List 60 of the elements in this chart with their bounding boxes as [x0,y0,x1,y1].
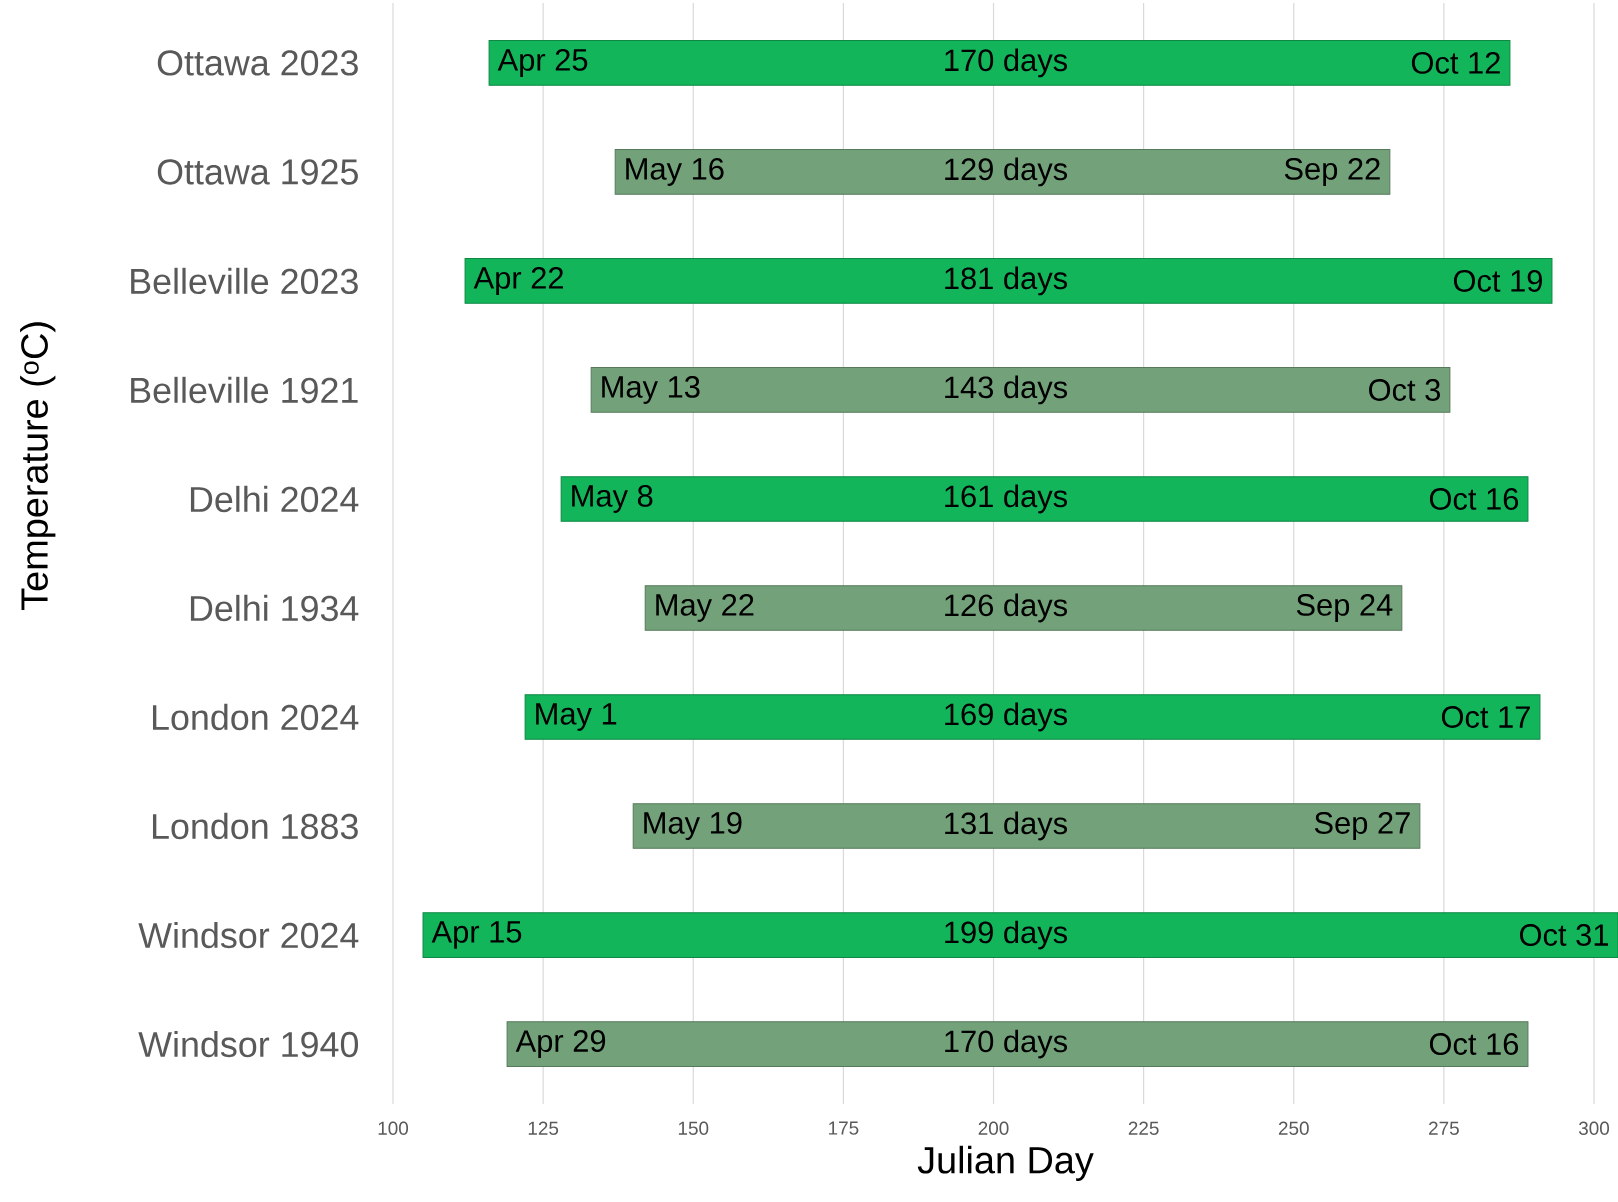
x-tick-label: 125 [528,1121,559,1135]
data-label: 181 days [945,266,1068,296]
annotation: May 22 [656,594,754,622]
annotation: May 19 [644,812,742,841]
x-tick-label: 175 [829,1121,859,1135]
x-tick-label: 275 [1429,1121,1459,1135]
x-tick-label: 225 [1128,1121,1159,1135]
bar [614,149,1391,195]
x-tick-label: 100 [378,1121,409,1135]
annotation: Apr 29 [515,1030,606,1059]
x-tick-label: 250 [1278,1121,1309,1135]
annotation: Oct 16 [1429,488,1519,510]
bar [506,1021,1529,1067]
bar [560,476,1529,522]
data-label: 143 days [945,375,1068,405]
y-tick-label: Belleville 2023 [131,267,358,295]
annotation: Oct 31 [1519,924,1608,946]
annotation: Sep 22 [1284,157,1380,186]
annotation: Oct 3 [1369,379,1440,401]
annotation: May 8 [572,485,653,513]
data-label: 126 days [945,593,1068,623]
data-label: 170 days [945,1029,1068,1059]
data-label: 199 days [945,920,1068,950]
y-tick-label: Windsor 1940 [138,1030,359,1058]
annotation: May 1 [536,703,617,731]
y-tick-label: Belleville 1921 [131,376,358,404]
annotation: Apr 25 [497,48,588,77]
x-tick-label: 150 [678,1121,709,1135]
bar [524,694,1541,740]
y-tick-label: Ottawa 2023 [157,50,358,76]
bar [644,585,1403,631]
data-label: 170 days [945,48,1068,78]
y-tick-label: Delhi 2024 [190,485,359,513]
annotation: Apr 22 [473,266,563,295]
y-tick-label: London 2024 [152,703,359,731]
annotation: May 13 [602,375,700,404]
x-tick-label: 300 [1578,1121,1610,1135]
y-tick-label: Delhi 1934 [190,594,359,622]
y-tick-label: London 1883 [152,812,358,840]
bar [632,803,1421,849]
annotation: Apr 15 [431,921,522,949]
data-label: 131 days [945,811,1068,841]
y-tick-label: Windsor 2024 [138,921,359,949]
annotation: Oct 16 [1429,1033,1519,1055]
bar [488,40,1511,86]
annotation: Oct 17 [1441,706,1530,728]
annotation: May 16 [626,157,724,186]
x-axis-title: Julian Day [917,1145,1094,1182]
annotation: Oct 19 [1453,270,1542,292]
bar [464,258,1553,304]
data-label: 129 days [945,157,1068,187]
data-label: 169 days [945,702,1068,732]
annotation: Sep 27 [1314,812,1410,841]
x-tick-label: 200 [978,1121,1009,1135]
y-axis-title: Temperature ($^{o}$C) [20,322,56,610]
data-label: 161 days [945,484,1068,514]
annotation: Oct 12 [1411,52,1500,74]
annotation: Sep 24 [1296,594,1393,622]
y-tick-label: Ottawa 1925 [157,159,358,185]
bar [590,367,1451,413]
